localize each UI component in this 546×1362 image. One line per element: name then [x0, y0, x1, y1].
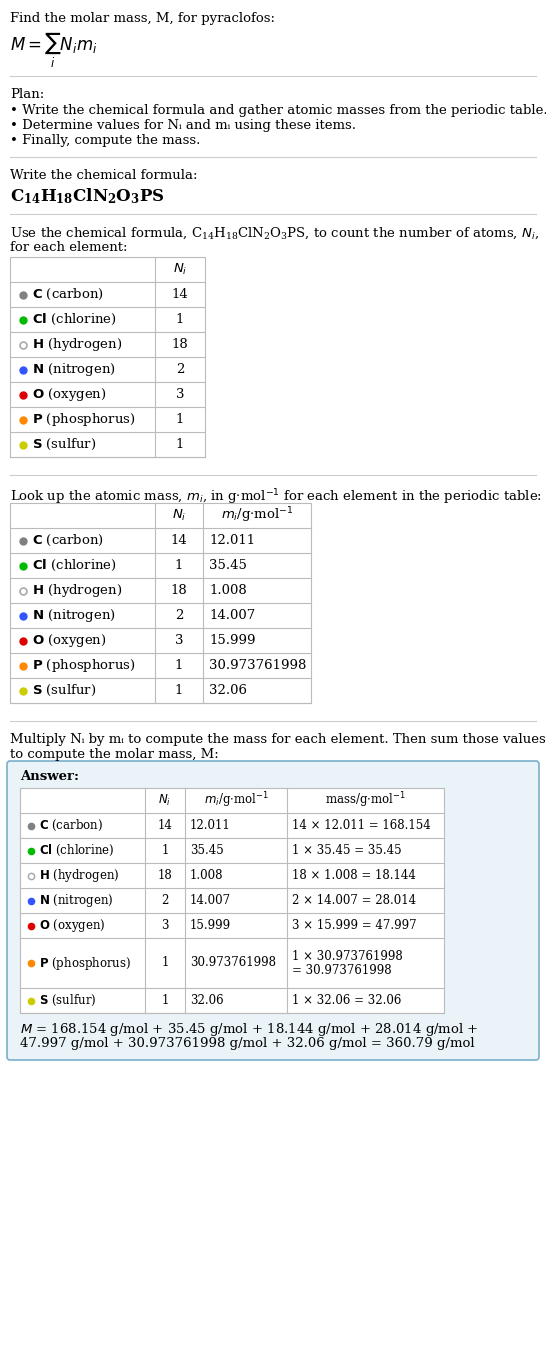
- Text: 2: 2: [175, 609, 183, 622]
- Text: 1 × 32.06 = 32.06: 1 × 32.06 = 32.06: [292, 994, 401, 1007]
- Text: 1: 1: [176, 413, 184, 426]
- Text: Answer:: Answer:: [20, 770, 79, 783]
- Text: 2 × 14.007 = 28.014: 2 × 14.007 = 28.014: [292, 893, 416, 907]
- Text: 1.008: 1.008: [209, 584, 247, 597]
- Text: • Write the chemical formula and gather atomic masses from the periodic table.: • Write the chemical formula and gather …: [10, 104, 546, 117]
- Text: mass/g$\cdot$mol$^{-1}$: mass/g$\cdot$mol$^{-1}$: [325, 791, 406, 810]
- Text: 30.973761998: 30.973761998: [209, 659, 306, 671]
- Text: 15.999: 15.999: [209, 633, 256, 647]
- Text: 12.011: 12.011: [190, 819, 231, 832]
- Text: 1: 1: [176, 313, 184, 326]
- Text: 1.008: 1.008: [190, 869, 223, 883]
- Text: • Determine values for Nᵢ and mᵢ using these items.: • Determine values for Nᵢ and mᵢ using t…: [10, 118, 356, 132]
- Text: 3 × 15.999 = 47.997: 3 × 15.999 = 47.997: [292, 919, 417, 932]
- Text: 30.973761998: 30.973761998: [190, 956, 276, 970]
- Text: 3: 3: [161, 919, 169, 932]
- Text: $\bf{C}$ (carbon): $\bf{C}$ (carbon): [39, 819, 103, 834]
- Text: • Finally, compute the mass.: • Finally, compute the mass.: [10, 133, 200, 147]
- Text: 1 × 35.45 = 35.45: 1 × 35.45 = 35.45: [292, 844, 402, 857]
- Text: $N_i$: $N_i$: [173, 262, 187, 276]
- Text: 35.45: 35.45: [190, 844, 224, 857]
- Text: $\bf{Cl}$ (chlorine): $\bf{Cl}$ (chlorine): [39, 843, 115, 858]
- Text: = 30.973761998: = 30.973761998: [292, 964, 391, 978]
- Text: Multiply Nᵢ by mᵢ to compute the mass for each element. Then sum those values: Multiply Nᵢ by mᵢ to compute the mass fo…: [10, 733, 546, 746]
- Text: Plan:: Plan:: [10, 89, 44, 101]
- Bar: [10, 503, 311, 703]
- Text: $\bf{N}$ (nitrogen): $\bf{N}$ (nitrogen): [39, 892, 114, 908]
- Text: Look up the atomic mass, $m_i$, in g$\cdot$mol$^{-1}$ for each element in the pe: Look up the atomic mass, $m_i$, in g$\cd…: [10, 488, 542, 507]
- Text: $M$ = 168.154 g/mol + 35.45 g/mol + 18.144 g/mol + 28.014 g/mol +: $M$ = 168.154 g/mol + 35.45 g/mol + 18.1…: [20, 1022, 478, 1038]
- Text: $\bf{H}$ (hydrogen): $\bf{H}$ (hydrogen): [39, 868, 120, 884]
- Text: 1: 1: [176, 439, 184, 451]
- Text: 1 × 30.973761998: 1 × 30.973761998: [292, 949, 403, 963]
- Text: $\bf{Cl}$ (chlorine): $\bf{Cl}$ (chlorine): [32, 312, 117, 327]
- Text: $N_i$: $N_i$: [172, 508, 186, 523]
- Text: $\bf{H}$ (hydrogen): $\bf{H}$ (hydrogen): [32, 582, 122, 599]
- Bar: [20, 789, 444, 1013]
- Text: 1: 1: [175, 659, 183, 671]
- Text: $\bf{S}$ (sulfur): $\bf{S}$ (sulfur): [32, 437, 97, 452]
- Text: 3: 3: [175, 633, 183, 647]
- Text: 14: 14: [171, 287, 188, 301]
- Text: $\bf{S}$ (sulfur): $\bf{S}$ (sulfur): [39, 993, 97, 1008]
- Text: $M = \sum_i N_i m_i$: $M = \sum_i N_i m_i$: [10, 30, 97, 69]
- Text: 2: 2: [176, 364, 184, 376]
- Text: 14.007: 14.007: [209, 609, 255, 622]
- Text: $\bf{Cl}$ (chlorine): $\bf{Cl}$ (chlorine): [32, 558, 117, 573]
- Text: 1: 1: [161, 994, 169, 1007]
- Text: Find the molar mass, M, for pyraclofos:: Find the molar mass, M, for pyraclofos:: [10, 12, 275, 25]
- Text: $\bf{P}$ (phosphorus): $\bf{P}$ (phosphorus): [39, 955, 131, 971]
- Text: 18: 18: [158, 869, 173, 883]
- Text: 1: 1: [175, 684, 183, 697]
- Text: 1: 1: [161, 844, 169, 857]
- Text: 3: 3: [176, 388, 184, 400]
- Text: 47.997 g/mol + 30.973761998 g/mol + 32.06 g/mol = 360.79 g/mol: 47.997 g/mol + 30.973761998 g/mol + 32.0…: [20, 1036, 474, 1050]
- Text: 32.06: 32.06: [190, 994, 224, 1007]
- Text: $m_i$/g$\cdot$mol$^{-1}$: $m_i$/g$\cdot$mol$^{-1}$: [204, 791, 269, 810]
- Text: 1: 1: [161, 956, 169, 970]
- Text: for each element:: for each element:: [10, 241, 128, 253]
- Text: $\bf{H}$ (hydrogen): $\bf{H}$ (hydrogen): [32, 336, 122, 353]
- Text: $\bf{O}$ (oxygen): $\bf{O}$ (oxygen): [32, 385, 106, 403]
- Text: $\bf{S}$ (sulfur): $\bf{S}$ (sulfur): [32, 682, 97, 699]
- Text: 18: 18: [170, 584, 187, 597]
- Text: 1: 1: [175, 558, 183, 572]
- Text: Write the chemical formula:: Write the chemical formula:: [10, 169, 198, 183]
- Text: 14: 14: [170, 534, 187, 548]
- Text: 35.45: 35.45: [209, 558, 247, 572]
- Text: $\bf{P}$ (phosphorus): $\bf{P}$ (phosphorus): [32, 656, 135, 674]
- Text: 14: 14: [158, 819, 173, 832]
- Text: 12.011: 12.011: [209, 534, 255, 548]
- Text: $\bf{C}$ (carbon): $\bf{C}$ (carbon): [32, 287, 104, 302]
- Text: $\bf{N}$ (nitrogen): $\bf{N}$ (nitrogen): [32, 607, 116, 624]
- Text: 2: 2: [161, 893, 169, 907]
- Text: $\bf{O}$ (oxygen): $\bf{O}$ (oxygen): [32, 632, 106, 650]
- Text: 32.06: 32.06: [209, 684, 247, 697]
- Text: $\bf{N}$ (nitrogen): $\bf{N}$ (nitrogen): [32, 361, 116, 379]
- Text: Use the chemical formula, $\mathregular{C_{14}H_{18}ClN_2O_3PS}$, to count the n: Use the chemical formula, $\mathregular{…: [10, 226, 539, 241]
- Text: 15.999: 15.999: [190, 919, 231, 932]
- Text: $\mathregular{C_{14}H_{18}ClN_2O_3PS}$: $\mathregular{C_{14}H_{18}ClN_2O_3PS}$: [10, 187, 165, 206]
- Text: to compute the molar mass, M:: to compute the molar mass, M:: [10, 748, 219, 761]
- Text: 14 × 12.011 = 168.154: 14 × 12.011 = 168.154: [292, 819, 431, 832]
- Text: $\bf{P}$ (phosphorus): $\bf{P}$ (phosphorus): [32, 411, 135, 428]
- Text: 14.007: 14.007: [190, 893, 231, 907]
- Text: $N_i$: $N_i$: [158, 793, 171, 808]
- Bar: [10, 257, 205, 458]
- Text: 18: 18: [171, 338, 188, 351]
- Text: 18 × 1.008 = 18.144: 18 × 1.008 = 18.144: [292, 869, 416, 883]
- Text: $m_i$/g$\cdot$mol$^{-1}$: $m_i$/g$\cdot$mol$^{-1}$: [221, 505, 293, 526]
- FancyBboxPatch shape: [7, 761, 539, 1060]
- Text: $\bf{C}$ (carbon): $\bf{C}$ (carbon): [32, 533, 104, 548]
- Text: $\bf{O}$ (oxygen): $\bf{O}$ (oxygen): [39, 917, 105, 934]
